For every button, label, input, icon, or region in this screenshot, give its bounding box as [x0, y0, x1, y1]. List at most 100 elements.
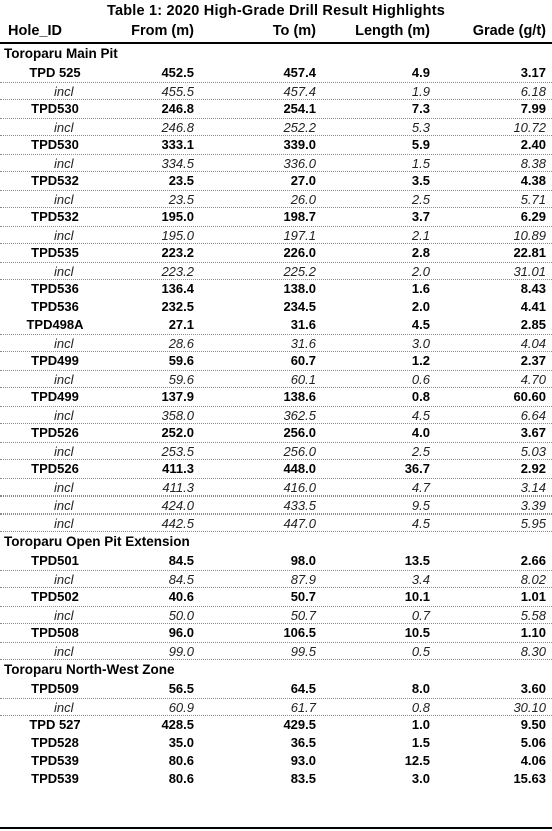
from-cell: 442.5 — [161, 516, 194, 531]
table-row: TPD501 84.5 98.0 13.5 2.66 — [0, 552, 552, 570]
header-to: To (m) — [272, 23, 316, 39]
hole-id-cell: TPD498A — [26, 317, 84, 332]
to-cell: 197.1 — [283, 228, 316, 243]
grade-cell: 60.60 — [513, 389, 546, 404]
grade-cell: 1.10 — [520, 625, 546, 640]
from-cell: 84.5 — [168, 553, 194, 568]
length-cell: 5.3 — [411, 120, 430, 135]
hole-id-cell: TPD499 — [31, 353, 79, 368]
hole-id-cell: TPD536 — [31, 281, 79, 296]
to-cell: 339.0 — [283, 137, 316, 152]
to-cell: 225.2 — [283, 264, 316, 279]
from-cell: 246.8 — [161, 120, 194, 135]
hole-id-cell: TPD530 — [31, 101, 79, 116]
grade-cell: 3.39 — [520, 498, 546, 513]
to-cell: 60.1 — [290, 372, 316, 387]
section-label: Toroparu Main Pit — [4, 46, 118, 61]
grade-cell: 6.29 — [520, 209, 546, 224]
hole-id-cell: incl — [54, 372, 74, 387]
grade-cell: 10.72 — [513, 120, 546, 135]
table-row: TPD526 411.3 448.0 36.7 2.92 — [0, 460, 552, 478]
length-cell: 7.3 — [411, 101, 430, 116]
from-cell: 252.0 — [161, 425, 194, 440]
to-cell: 36.5 — [290, 735, 316, 750]
grade-cell: 6.18 — [520, 84, 546, 99]
to-cell: 60.7 — [290, 353, 316, 368]
from-cell: 40.6 — [168, 589, 194, 604]
hole-id-cell: incl — [54, 444, 74, 459]
length-cell: 1.5 — [411, 735, 430, 750]
hole-id-cell: TPD528 — [31, 735, 79, 750]
to-cell: 31.6 — [290, 317, 316, 332]
from-cell: 80.6 — [168, 753, 194, 768]
grade-cell: 3.14 — [520, 480, 546, 495]
from-cell: 60.9 — [168, 700, 194, 715]
table-row-incl: incl 442.5 447.0 4.5 5.95 — [0, 514, 552, 532]
length-cell: 1.2 — [411, 353, 430, 368]
hole-id-cell: TPD 525 — [29, 65, 81, 80]
section-header: Toroparu North-West Zone — [0, 661, 552, 679]
grade-cell: 10.89 — [513, 228, 546, 243]
hole-id-cell: TPD530 — [31, 137, 79, 152]
hole-id-cell: TPD539 — [31, 753, 79, 768]
to-cell: 252.2 — [283, 120, 316, 135]
table-row: TPD 525 452.5 457.4 4.9 3.17 — [0, 64, 552, 82]
to-cell: 362.5 — [283, 408, 316, 423]
length-cell: 2.8 — [411, 245, 430, 260]
length-cell: 1.0 — [411, 717, 430, 732]
table-row-incl: incl 411.3 416.0 4.7 3.14 — [0, 478, 552, 496]
from-cell: 99.0 — [168, 644, 194, 659]
length-cell: 8.0 — [411, 681, 430, 696]
table-row: TPD536 232.5 234.5 2.0 4.41 — [0, 298, 552, 316]
hole-id-cell: TPD508 — [31, 625, 79, 640]
length-cell: 0.8 — [411, 389, 430, 404]
to-cell: 83.5 — [290, 771, 316, 786]
to-cell: 61.7 — [290, 700, 316, 715]
to-cell: 447.0 — [283, 516, 316, 531]
from-cell: 136.4 — [161, 281, 194, 296]
from-cell: 59.6 — [168, 372, 194, 387]
grade-cell: 7.99 — [520, 101, 546, 116]
hole-id-cell: TPD526 — [31, 425, 79, 440]
grade-cell: 31.01 — [513, 264, 546, 279]
length-cell: 1.5 — [411, 156, 430, 171]
table-row-incl: incl 28.6 31.6 3.0 4.04 — [0, 334, 552, 352]
to-cell: 457.4 — [283, 65, 316, 80]
grade-cell: 1.01 — [520, 589, 546, 604]
length-cell: 3.7 — [411, 209, 430, 224]
length-cell: 4.5 — [411, 516, 430, 531]
to-cell: 457.4 — [283, 84, 316, 99]
from-cell: 223.2 — [161, 264, 194, 279]
table-row-incl: incl 99.0 99.5 0.5 8.30 — [0, 642, 552, 660]
length-cell: 3.0 — [411, 771, 430, 786]
to-cell: 226.0 — [283, 245, 316, 260]
length-cell: 5.9 — [411, 137, 430, 152]
to-cell: 254.1 — [283, 101, 316, 116]
hole-id-cell: TPD536 — [31, 299, 79, 314]
to-cell: 256.0 — [283, 425, 316, 440]
table-bottom-rule — [0, 827, 552, 829]
table-row: TPD502 40.6 50.7 10.1 1.01 — [0, 588, 552, 606]
header-from: From (m) — [131, 23, 194, 39]
from-cell: 246.8 — [161, 101, 194, 116]
from-cell: 358.0 — [161, 408, 194, 423]
length-cell: 2.5 — [411, 192, 430, 207]
hole-id-cell: TPD539 — [31, 771, 79, 786]
to-cell: 31.6 — [290, 336, 316, 351]
to-cell: 234.5 — [283, 299, 316, 314]
table-row-incl: incl 195.0 197.1 2.1 10.89 — [0, 226, 552, 244]
grade-cell: 5.58 — [520, 608, 546, 623]
length-cell: 4.7 — [411, 480, 430, 495]
length-cell: 2.0 — [411, 299, 430, 314]
hole-id-cell: incl — [54, 156, 74, 171]
to-cell: 64.5 — [290, 681, 316, 696]
hole-id-cell: incl — [54, 408, 74, 423]
hole-id-cell: TPD509 — [31, 681, 79, 696]
length-cell: 4.9 — [411, 65, 430, 80]
from-cell: 195.0 — [161, 209, 194, 224]
length-cell: 36.7 — [404, 461, 430, 476]
to-cell: 429.5 — [283, 717, 316, 732]
header-length: Length (m) — [355, 23, 430, 39]
hole-id-cell: incl — [54, 120, 74, 135]
length-cell: 4.0 — [411, 425, 430, 440]
